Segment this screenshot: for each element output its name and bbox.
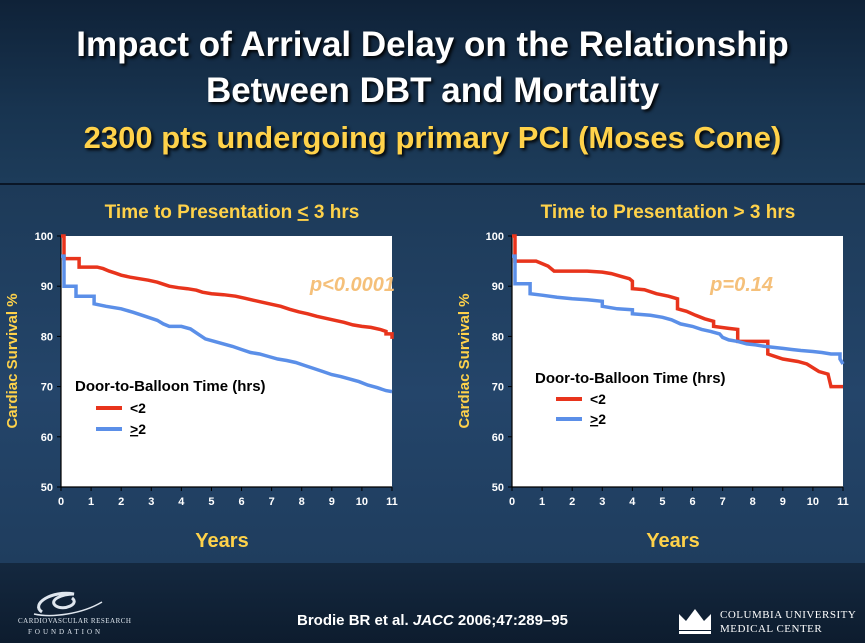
- chart-right-xtick-label: 5: [659, 496, 665, 508]
- chart-left-xlabel: Years: [195, 530, 248, 552]
- title-line-2: Between DBT and Mortality: [205, 71, 660, 110]
- chart-left-xtick-label: 0: [58, 496, 64, 508]
- chart-right-pvalue: p=0.14: [709, 274, 773, 296]
- chart-left-xtick-label: 1: [88, 496, 94, 508]
- chart-right-xtick-label: 11: [837, 496, 849, 508]
- chart-right-legend-label-lt2: <2: [590, 391, 606, 407]
- chart-right-ytick-label: 90: [492, 281, 504, 293]
- chart-left-ytick-label: 60: [41, 432, 53, 444]
- chart-left-xtick-label: 6: [238, 496, 244, 508]
- chart-right-xtick-label: 8: [750, 496, 756, 508]
- chart-right-ytick-label: 50: [492, 482, 504, 494]
- chart-right-xtick-label: 2: [569, 496, 575, 508]
- chart-left-xtick-label: 4: [178, 496, 185, 508]
- columbia-logo-text-line1: COLUMBIA UNIVERSITY: [720, 609, 857, 621]
- slide-title: Impact of Arrival Delay on the Relations…: [0, 22, 865, 114]
- chart-right-ytick-label: 100: [486, 231, 504, 243]
- crf-logo-text-line1: CARDIOVASCULAR RESEARCH: [18, 617, 132, 625]
- chart-left-xtick-label: 3: [148, 496, 154, 508]
- chart-right-xtick-label: 9: [780, 496, 786, 508]
- chart-right-legend-title: Door-to-Balloon Time (hrs): [535, 370, 726, 387]
- chart-right-legend-label-ge2: >2: [590, 411, 606, 427]
- chart-left-plot-area: [61, 236, 392, 487]
- chart-right-ylabel: Cardiac Survival %: [456, 293, 473, 428]
- chart-left-legend-label-lt2: <2: [130, 400, 146, 416]
- chart-left-series-ge2-line: [61, 254, 393, 394]
- chart-left-xtick-label: 5: [208, 496, 214, 508]
- chart-left-ytick-label: 70: [41, 382, 53, 394]
- chart-right-xtick-label: 10: [807, 496, 819, 508]
- slide-footer: [0, 563, 865, 643]
- chart-left-xtick-label: 10: [356, 496, 368, 508]
- chart-right-xtick-label: 1: [539, 496, 545, 508]
- chart-left-title: Time to Presentation < 3 hrs: [105, 202, 360, 223]
- chart-left-ytick-label: 90: [41, 281, 53, 293]
- chart-right-series-lt2-line: [512, 234, 843, 389]
- chart-left-ylabel: Cardiac Survival %: [4, 293, 21, 428]
- chart-right-xtick-label: 0: [509, 496, 515, 508]
- chart-left-xtick-label: 11: [386, 496, 398, 508]
- chart-right-xtick-label: 6: [689, 496, 695, 508]
- chart-left-legend-label-ge2: >2: [130, 421, 146, 437]
- chart-left: Time to Presentation < 3 hrs 50607080901…: [4, 202, 398, 552]
- columbia-crown-icon: [679, 609, 711, 634]
- crf-swirl-logo: [33, 591, 103, 617]
- chart-right-ytick-label: 60: [492, 432, 504, 444]
- chart-left-xtick-label: 7: [269, 496, 275, 508]
- chart-left-xtick-label: 2: [118, 496, 124, 508]
- slide-subtitle: 2300 pts undergoing primary PCI (Moses C…: [83, 120, 782, 155]
- chart-left-xtick-label: 8: [299, 496, 305, 508]
- chart-right: Time to Presentation > 3 hrs 50607080901…: [456, 202, 849, 552]
- slide-header: Impact of Arrival Delay on the Relations…: [0, 0, 865, 183]
- chart-left-series-lt2-line: [61, 234, 394, 339]
- citation: Brodie BR et al. JACC 2006;47:289–95: [297, 612, 568, 629]
- chart-left-legend: Door-to-Balloon Time (hrs) <2 >2: [75, 378, 266, 437]
- header-divider: [0, 183, 865, 185]
- chart-left-pvalue: p<0.0001: [309, 274, 395, 296]
- chart-right-ytick-label: 70: [492, 382, 504, 394]
- chart-right-xtick-label: 7: [720, 496, 726, 508]
- columbia-logo-text-line2: MEDICAL CENTER: [720, 623, 823, 635]
- chart-left-ytick-label: 100: [35, 231, 53, 243]
- chart-right-ytick-label: 80: [492, 331, 504, 343]
- chart-left-ytick-label: 80: [41, 331, 53, 343]
- chart-left-ytick-label: 50: [41, 482, 53, 494]
- chart-right-xtick-label: 3: [599, 496, 605, 508]
- crf-logo-text-line2: FOUNDATION: [28, 628, 104, 636]
- title-line-1: Impact of Arrival Delay on the Relations…: [76, 25, 789, 64]
- chart-left-legend-title: Door-to-Balloon Time (hrs): [75, 378, 266, 395]
- chart-right-xtick-label: 4: [629, 496, 636, 508]
- chart-right-series-ge2-line: [512, 254, 845, 365]
- chart-left-xtick-label: 9: [329, 496, 335, 508]
- chart-right-xlabel: Years: [646, 530, 699, 552]
- chart-right-legend: Door-to-Balloon Time (hrs) <2 >2: [535, 370, 726, 427]
- chart-right-title: Time to Presentation > 3 hrs: [541, 202, 796, 223]
